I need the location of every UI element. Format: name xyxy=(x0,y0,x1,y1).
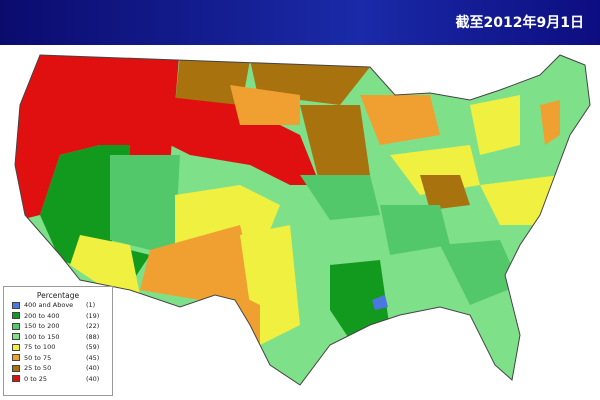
legend-item: 25 to 50 (40) xyxy=(4,363,112,374)
legend-item: 100 to 150 (88) xyxy=(4,332,112,343)
legend-item: 150 to 200 (22) xyxy=(4,321,112,332)
legend-range: 50 to 75 xyxy=(24,353,52,362)
header-title: 截至2012年9月1日 xyxy=(455,15,584,31)
legend-item: 200 to 400 (19) xyxy=(4,311,112,322)
legend-count: (1) xyxy=(86,301,96,310)
header-bar: 截至2012年9月1日 xyxy=(0,0,600,45)
legend-swatch xyxy=(12,364,20,372)
legend-range: 200 to 400 xyxy=(24,311,60,320)
legend-title: Percentage xyxy=(36,291,80,300)
legend-swatch xyxy=(12,343,20,351)
legend-item: 0 to 25 (40) xyxy=(4,374,112,385)
legend: Percentage 400 and Above (1) 200 to 400 (19… xyxy=(3,286,113,396)
legend-count: (59) xyxy=(86,343,100,352)
legend-count: (40) xyxy=(86,364,100,373)
us-map xyxy=(14,54,591,386)
legend-count: (22) xyxy=(86,322,100,331)
legend-range: 100 to 150 xyxy=(24,332,60,341)
us-outline xyxy=(14,54,591,386)
legend-item: 400 and Above (1) xyxy=(4,300,112,311)
legend-item: 50 to 75 (45) xyxy=(4,353,112,364)
legend-count: (45) xyxy=(86,353,100,362)
legend-swatch xyxy=(12,333,20,341)
legend-swatch xyxy=(12,301,20,309)
legend-range: 0 to 25 xyxy=(24,374,48,383)
legend-items: 400 and Above (1) 200 to 400 (19) 150 to 200… xyxy=(4,300,112,384)
legend-range: 75 to 100 xyxy=(24,343,56,352)
legend-swatch xyxy=(12,312,20,320)
legend-item: 75 to 100 (59) xyxy=(4,342,112,353)
legend-range: 400 and Above xyxy=(24,301,74,310)
legend-range: 150 to 200 xyxy=(24,322,60,331)
legend-range: 25 to 50 xyxy=(24,364,52,373)
legend-swatch xyxy=(12,354,20,362)
legend-swatch xyxy=(12,322,20,330)
legend-count: (19) xyxy=(86,311,100,320)
legend-count: (88) xyxy=(86,332,100,341)
legend-count: (40) xyxy=(86,374,100,383)
legend-swatch xyxy=(12,375,20,383)
